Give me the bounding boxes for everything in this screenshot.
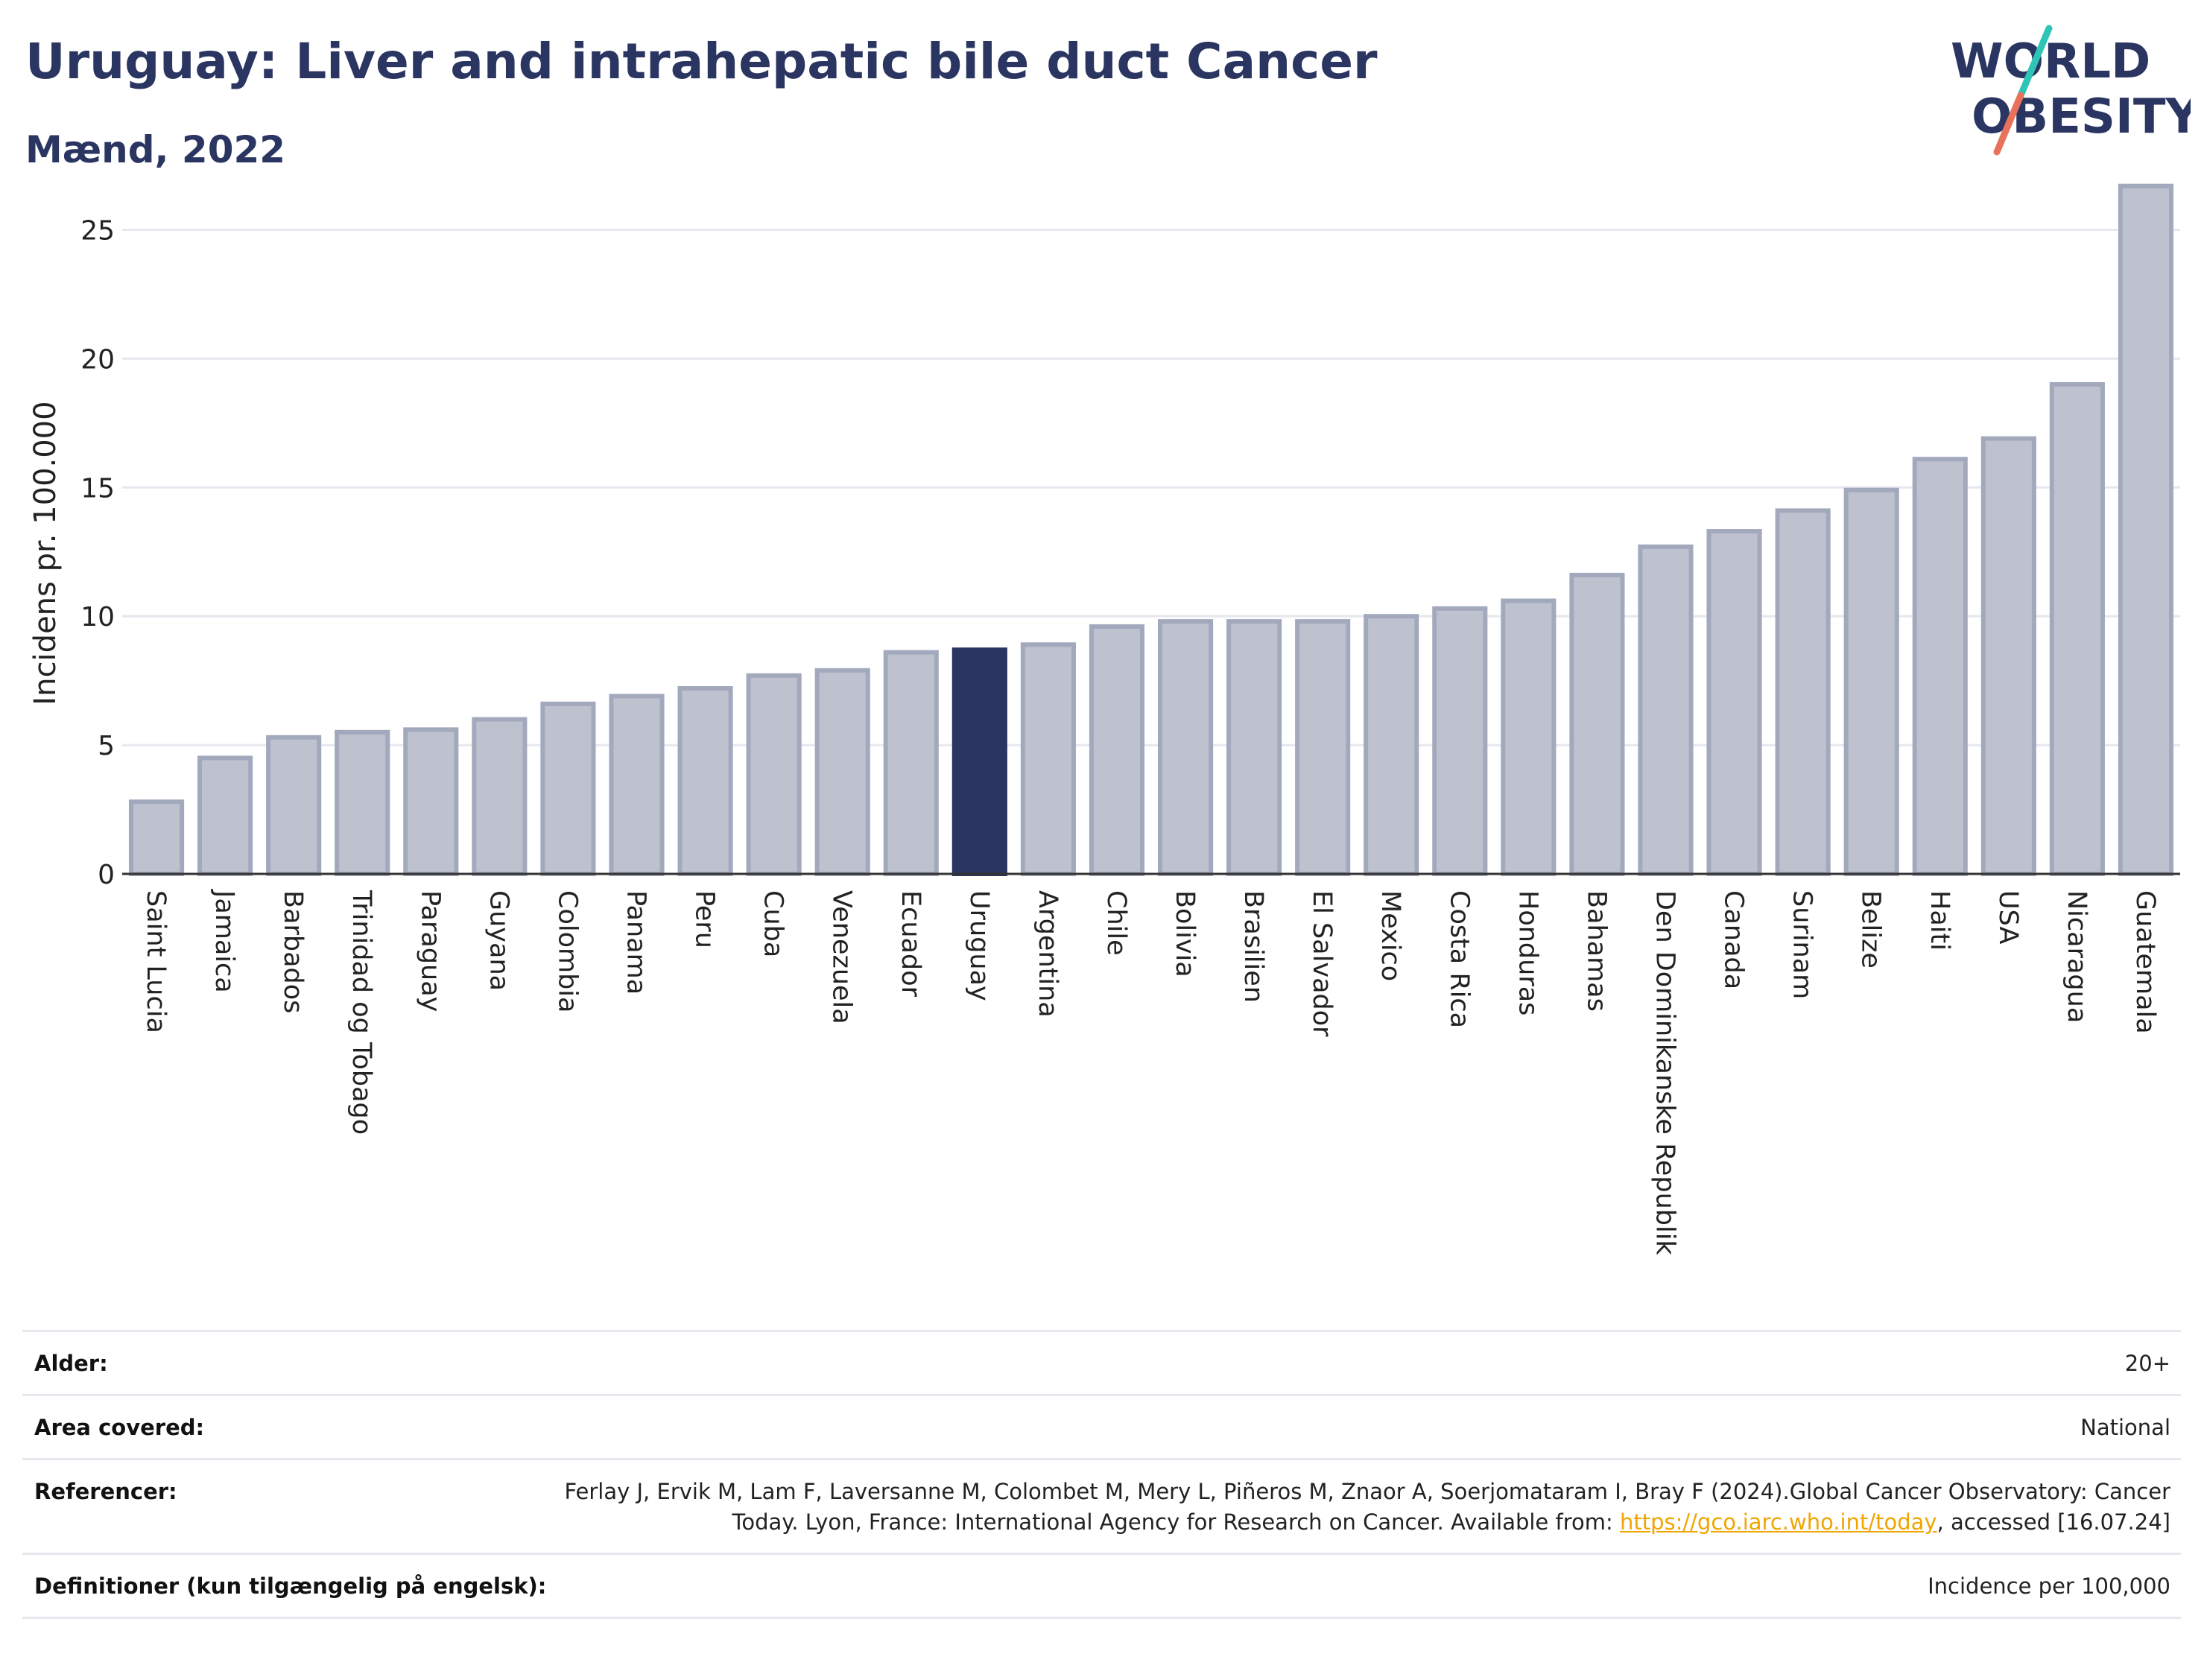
y-tick-label: 10 bbox=[80, 602, 115, 633]
bar-panama bbox=[609, 694, 665, 876]
page-subtitle: Mænd, 2022 bbox=[25, 128, 286, 171]
area-label: Area covered: bbox=[34, 1415, 205, 1440]
bar-guyana bbox=[472, 717, 528, 876]
bar-guatemala bbox=[2118, 183, 2174, 876]
bar-brasilien bbox=[1226, 619, 1282, 877]
definitions-label: Definitioner (kun tilgængelig på engelsk… bbox=[34, 1573, 547, 1599]
y-tick-label: 5 bbox=[98, 731, 115, 761]
bar-paraguay bbox=[403, 727, 459, 876]
references-value: Ferlay J, Ervik M, Lam F, Laversanne M, … bbox=[531, 1477, 2170, 1538]
x-tick-label: Den Dominikanske Republik bbox=[1650, 890, 1680, 1255]
x-tick-label: Bahamas bbox=[1581, 890, 1611, 1012]
x-tick-label: Haiti bbox=[1925, 890, 1954, 951]
bar-honduras bbox=[1501, 598, 1557, 876]
info-row-age: Alder: 20+ bbox=[22, 1330, 2181, 1394]
bar-venezuela bbox=[814, 668, 870, 876]
bar-canada bbox=[1706, 529, 1762, 876]
world-obesity-logo: WORLD OBESITY bbox=[1951, 25, 2191, 156]
x-tick-label: Ecuador bbox=[896, 890, 925, 998]
bar-uruguay bbox=[951, 647, 1007, 876]
x-tick-label: Trinidad og Tobago bbox=[346, 890, 376, 1135]
age-label: Alder: bbox=[34, 1351, 108, 1376]
bar-mexico bbox=[1364, 614, 1419, 876]
x-tick-label: Guatemala bbox=[2130, 890, 2160, 1034]
area-value: National bbox=[2080, 1415, 2170, 1440]
x-tick-label: USA bbox=[1993, 890, 2023, 944]
info-row-area: Area covered: National bbox=[22, 1394, 2181, 1458]
x-tick-label: Bolivia bbox=[1170, 890, 1200, 977]
bar-bahamas bbox=[1569, 572, 1625, 876]
x-tick-label: El Salvador bbox=[1307, 890, 1337, 1037]
bar-cuba bbox=[746, 673, 802, 876]
bar-trinidad-og-tobago bbox=[335, 729, 390, 876]
y-tick-label: 20 bbox=[80, 344, 115, 375]
bar-surinam bbox=[1775, 508, 1831, 876]
bar-haiti bbox=[1912, 457, 1968, 876]
x-tick-label: Panama bbox=[621, 890, 651, 995]
bar-peru bbox=[677, 686, 733, 877]
x-tick-label: Argentina bbox=[1033, 890, 1063, 1018]
references-text-start: Ferlay J, Ervik M, Lam F, Laversanne M, … bbox=[564, 1479, 2170, 1535]
bar-nicaragua bbox=[2049, 381, 2105, 876]
x-tick-label: Barbados bbox=[278, 890, 308, 1013]
x-tick-label: Canada bbox=[1719, 890, 1749, 989]
logo-slash-bottom bbox=[1993, 92, 2024, 156]
x-tick-label: Uruguay bbox=[964, 890, 994, 1001]
x-tick-label: Venezuela bbox=[827, 890, 857, 1024]
bar-el-salvador bbox=[1295, 619, 1351, 877]
x-tick-label: Nicaragua bbox=[2062, 890, 2091, 1023]
bar-bolivia bbox=[1157, 619, 1214, 877]
bar-argentina bbox=[1020, 642, 1076, 876]
x-tick-label: Saint Lucia bbox=[141, 890, 171, 1033]
bar-barbados bbox=[266, 735, 322, 876]
page-title: Uruguay: Liver and intrahepatic bile duc… bbox=[25, 33, 1378, 90]
x-tick-label: Costa Rica bbox=[1444, 890, 1474, 1028]
logo-text-world: WORLD bbox=[1951, 34, 2150, 89]
definitions-value: Incidence per 100,000 bbox=[1928, 1573, 2170, 1599]
references-text-end: , accessed [16.07.24] bbox=[1937, 1509, 2170, 1535]
x-tick-label: Brasilien bbox=[1238, 890, 1268, 1003]
bar-colombia bbox=[540, 701, 596, 877]
info-table: Alder: 20+ Area covered: National Refere… bbox=[22, 1330, 2181, 1619]
x-tick-label: Mexico bbox=[1375, 890, 1405, 981]
bar-jamaica bbox=[197, 755, 253, 877]
bar-chile bbox=[1089, 624, 1145, 876]
x-tick-label: Paraguay bbox=[415, 890, 445, 1012]
y-axis-title: Incidens pr. 100.000 bbox=[28, 401, 63, 705]
logo-slash-top bbox=[2017, 25, 2053, 99]
info-row-references: Referencer: Ferlay J, Ervik M, Lam F, La… bbox=[22, 1458, 2181, 1553]
x-tick-label: Peru bbox=[690, 890, 720, 948]
bar-chart: 0 5 10 15 20 25 Incidens pr. 100.000 Saint Luci… bbox=[28, 183, 2180, 1255]
x-tick-label: Belize bbox=[1856, 890, 1886, 969]
bar-saint-lucia bbox=[128, 799, 185, 876]
y-tick-label: 25 bbox=[80, 215, 115, 246]
x-tick-label: Cuba bbox=[759, 890, 788, 957]
x-tick-label: Chile bbox=[1101, 890, 1131, 956]
references-link[interactable]: https://gco.iarc.who.int/today bbox=[1619, 1509, 1937, 1535]
x-tick-label: Colombia bbox=[552, 890, 582, 1012]
bar-ecuador bbox=[883, 650, 939, 876]
age-value: 20+ bbox=[2124, 1351, 2170, 1376]
bar-den-dominikanske-republik bbox=[1638, 544, 1694, 876]
references-label: Referencer: bbox=[34, 1479, 177, 1504]
bar-costa-rica bbox=[1432, 606, 1488, 876]
x-tick-label: Guyana bbox=[484, 890, 513, 991]
x-tick-label: Surinam bbox=[1787, 890, 1817, 999]
info-row-definitions: Definitioner (kun tilgængelig på engelsk… bbox=[22, 1553, 2181, 1619]
bar-usa bbox=[1980, 436, 2036, 876]
y-tick-label: 15 bbox=[80, 473, 115, 504]
y-tick-label: 0 bbox=[98, 860, 115, 890]
bar-belize bbox=[1843, 487, 1899, 876]
x-tick-label: Jamaica bbox=[209, 889, 239, 993]
x-tick-label: Honduras bbox=[1513, 890, 1542, 1015]
